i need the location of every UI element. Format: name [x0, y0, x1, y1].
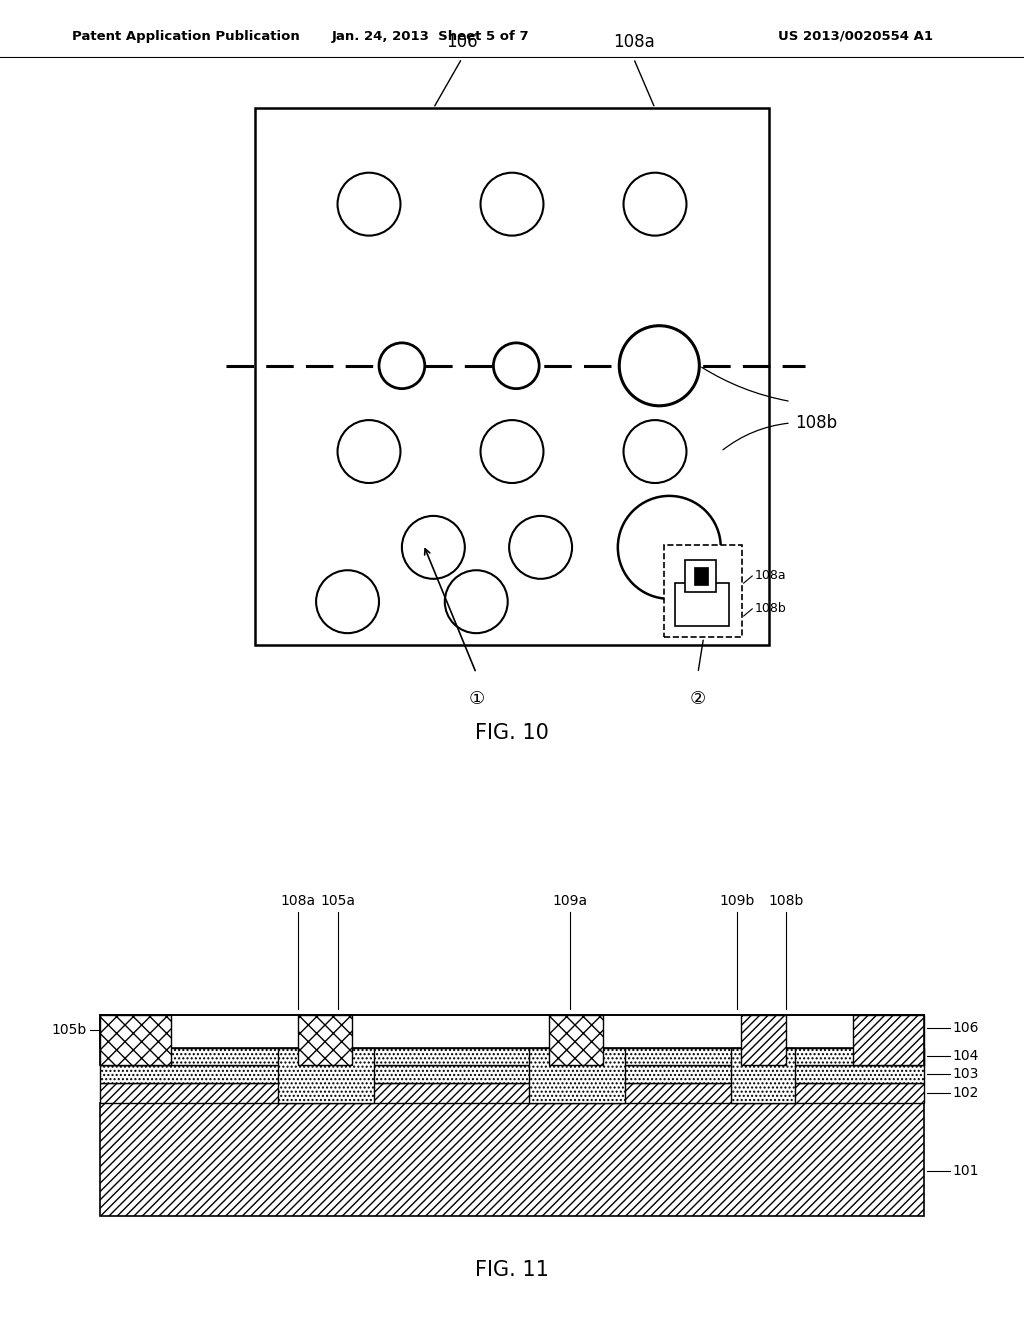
Circle shape	[444, 570, 508, 634]
Text: 108a: 108a	[755, 569, 786, 582]
Bar	[298, 1015, 352, 1065]
Text: 106: 106	[952, 1022, 979, 1035]
Text: 108a: 108a	[281, 895, 315, 908]
Circle shape	[379, 343, 425, 388]
Bar	[100, 1048, 924, 1065]
Bar	[100, 1015, 924, 1048]
Bar	[255, 108, 769, 644]
Text: Jan. 24, 2013  Sheet 5 of 7: Jan. 24, 2013 Sheet 5 of 7	[332, 29, 528, 42]
Circle shape	[338, 420, 400, 483]
Bar	[100, 1082, 924, 1104]
Text: FIG. 10: FIG. 10	[475, 723, 549, 743]
Text: Patent Application Publication: Patent Application Publication	[72, 29, 299, 42]
Bar	[100, 1104, 924, 1216]
Text: 101: 101	[952, 1163, 979, 1177]
Circle shape	[480, 420, 544, 483]
Bar	[278, 1048, 374, 1104]
Text: ②: ②	[690, 690, 706, 709]
Bar	[741, 1015, 786, 1065]
Bar	[685, 560, 717, 591]
Text: FIG. 11: FIG. 11	[475, 1259, 549, 1279]
Bar	[853, 1015, 924, 1065]
Text: 105a: 105a	[321, 895, 355, 908]
Text: US 2013/0020554 A1: US 2013/0020554 A1	[778, 29, 933, 42]
Circle shape	[617, 496, 721, 599]
Text: 108b: 108b	[768, 895, 804, 908]
Bar	[549, 1015, 603, 1065]
Bar	[100, 1015, 171, 1065]
Bar	[693, 568, 708, 585]
Text: 104: 104	[952, 1049, 979, 1064]
Text: 108b: 108b	[796, 414, 838, 432]
Circle shape	[624, 420, 686, 483]
Text: 105b: 105b	[52, 1023, 87, 1036]
Circle shape	[338, 173, 400, 235]
Circle shape	[620, 326, 699, 405]
Text: 108b: 108b	[755, 602, 786, 615]
Circle shape	[401, 516, 465, 578]
Bar	[100, 1065, 924, 1082]
Text: 106: 106	[446, 33, 478, 51]
Text: 108a: 108a	[612, 33, 654, 51]
Bar	[664, 544, 742, 638]
Circle shape	[624, 173, 686, 235]
Bar	[675, 583, 729, 626]
Circle shape	[480, 173, 544, 235]
Text: 103: 103	[952, 1067, 979, 1081]
Text: 109a: 109a	[552, 895, 588, 908]
Circle shape	[509, 516, 572, 578]
Text: 109b: 109b	[720, 895, 755, 908]
Text: 102: 102	[952, 1086, 979, 1100]
Bar	[731, 1048, 796, 1104]
Text: ①: ①	[468, 690, 484, 709]
Bar	[528, 1048, 626, 1104]
Circle shape	[316, 570, 379, 634]
Circle shape	[494, 343, 540, 388]
